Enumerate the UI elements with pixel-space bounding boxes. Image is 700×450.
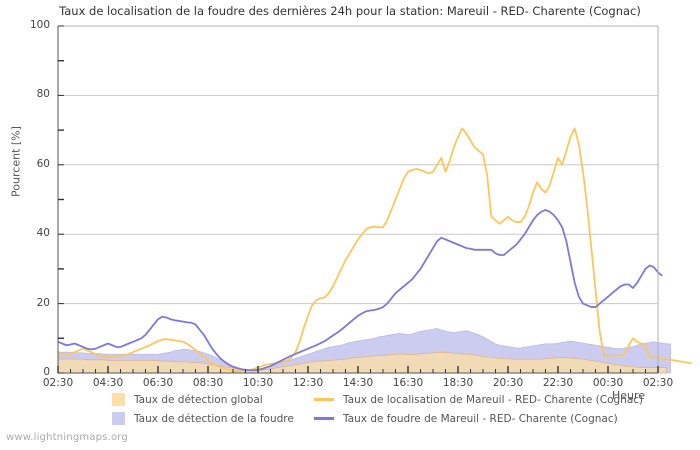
y-tick-label: 20 bbox=[36, 296, 50, 309]
x-tick-label: 00:30 bbox=[592, 377, 624, 389]
watermark: www.lightningmaps.org bbox=[6, 432, 128, 443]
chart-legend: Taux de détection global Taux de localis… bbox=[112, 390, 672, 428]
legend-entry-detection-foudre: Taux de détection de la foudre bbox=[112, 412, 314, 425]
legend-swatch-foudre-station bbox=[314, 417, 334, 420]
legend-row: Taux de détection global Taux de localis… bbox=[112, 390, 672, 409]
x-tick-label: 06:30 bbox=[142, 377, 174, 389]
y-tick-label: 60 bbox=[36, 157, 50, 170]
x-tick-label: 08:30 bbox=[192, 377, 224, 389]
legend-label-foudre-station: Taux de foudre de Mareuil - RED- Charent… bbox=[343, 412, 618, 425]
legend-label-localisation-station: Taux de localisation de Mareuil - RED- C… bbox=[343, 393, 644, 406]
x-tick-label: 18:30 bbox=[442, 377, 474, 389]
legend-entry-foudre-station: Taux de foudre de Mareuil - RED- Charent… bbox=[314, 413, 664, 425]
x-tick-label: 02:30 bbox=[42, 377, 74, 389]
x-tick-label: 04:30 bbox=[92, 377, 124, 389]
x-tick-label: 12:30 bbox=[292, 377, 324, 389]
x-tick-label: 10:30 bbox=[242, 377, 274, 389]
legend-swatch-detection-foudre bbox=[112, 412, 125, 425]
legend-swatch-localisation-station bbox=[314, 398, 334, 401]
x-axis-title: Heure bbox=[612, 389, 646, 402]
legend-row: Taux de détection de la foudre Taux de f… bbox=[112, 409, 672, 428]
x-tick-label: 02:30 bbox=[642, 377, 674, 389]
legend-entry-detection-global: Taux de détection global bbox=[112, 393, 314, 406]
legend-swatch-detection-global bbox=[112, 393, 125, 406]
x-tick-label: 14:30 bbox=[342, 377, 374, 389]
y-tick-label: 40 bbox=[36, 227, 50, 240]
x-tick-label: 16:30 bbox=[392, 377, 424, 389]
y-tick-label: 0 bbox=[43, 366, 50, 378]
legend-entry-localisation-station: Taux de localisation de Mareuil - RED- C… bbox=[314, 394, 664, 406]
x-tick-label: 20:30 bbox=[492, 377, 524, 389]
y-tick-label: 80 bbox=[36, 88, 50, 101]
legend-label-detection-foudre: Taux de détection de la foudre bbox=[134, 412, 294, 425]
x-tick-label: 22:30 bbox=[542, 377, 574, 389]
y-tick-label: 100 bbox=[29, 19, 50, 31]
legend-label-detection-global: Taux de détection global bbox=[134, 393, 263, 406]
chart-title: Taux de localisation de la foudre des de… bbox=[59, 4, 641, 18]
